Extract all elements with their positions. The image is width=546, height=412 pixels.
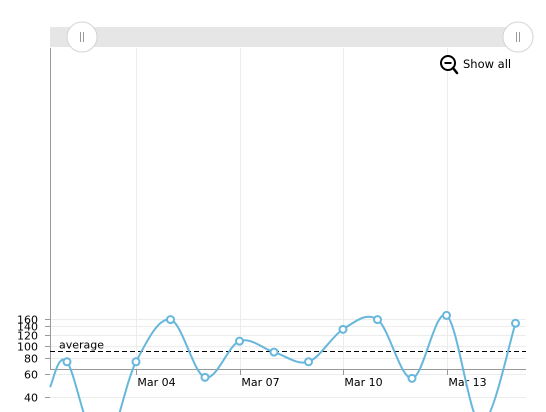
data-point[interactable] <box>131 357 141 367</box>
y-tick-label: 100 <box>17 341 38 354</box>
data-point[interactable] <box>407 373 417 383</box>
data-point[interactable] <box>235 336 244 346</box>
data-point[interactable] <box>304 357 313 367</box>
show-all-label[interactable]: Show all <box>463 57 511 71</box>
x-tick-label: Mar 13 <box>448 376 486 389</box>
data-point[interactable] <box>338 324 348 334</box>
grid-lines <box>50 48 526 398</box>
data-point[interactable] <box>373 315 382 325</box>
average-guide-label: average <box>59 339 104 352</box>
zoom-out-icon[interactable] <box>440 55 459 75</box>
x-tick-label: Mar 04 <box>137 376 175 389</box>
data-point[interactable] <box>200 372 210 382</box>
data-point[interactable] <box>62 357 72 367</box>
scrollbar-left-grip[interactable] <box>66 21 98 53</box>
scrollbar-track[interactable] <box>50 27 526 47</box>
y-tick-label: 80 <box>24 353 38 366</box>
show-all-button[interactable]: Show all <box>440 55 511 75</box>
x-tick-label: Mar 10 <box>344 376 382 389</box>
y-tick-label: 160 <box>17 314 38 327</box>
x-axis-ticks: Mar 04 Mar 07 Mar 10 Mar 13 <box>136 369 487 389</box>
data-point[interactable] <box>166 315 175 325</box>
x-tick-label: Mar 07 <box>241 376 279 389</box>
y-tick-label: 140 <box>17 321 38 334</box>
series-points <box>62 310 520 383</box>
data-point[interactable] <box>511 318 520 328</box>
y-tick-label: 120 <box>17 330 38 343</box>
y-tick-label: 40 <box>24 392 38 405</box>
data-point[interactable] <box>442 310 451 320</box>
scrollbar-right-grip[interactable] <box>502 21 534 53</box>
data-point[interactable] <box>269 347 279 357</box>
y-tick-label: 60 <box>24 369 38 382</box>
scrollbar[interactable] <box>50 21 534 53</box>
y-axis-ticks: 20406080100120140160 <box>17 314 50 405</box>
